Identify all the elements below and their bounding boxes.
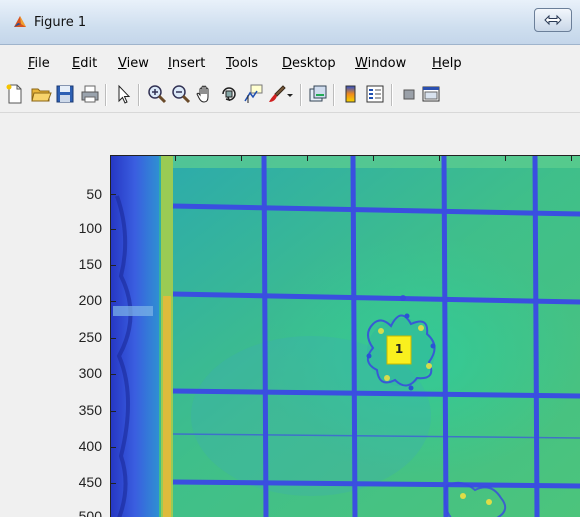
insert-colorbar-icon[interactable] xyxy=(340,83,362,105)
hide-plot-tools-icon[interactable] xyxy=(398,83,420,105)
menu-view[interactable]: View xyxy=(118,56,149,71)
y-tick xyxy=(110,194,116,195)
x-tick xyxy=(307,155,308,161)
open-file-icon[interactable] xyxy=(30,83,52,105)
figure-toolbar xyxy=(0,78,580,113)
menu-desktop-label: esktop xyxy=(292,56,336,71)
pseudocolor-image xyxy=(111,156,580,517)
y-tick xyxy=(110,265,116,266)
menu-desktop-mnemonic: D xyxy=(282,56,293,71)
y-tick-label: 150 xyxy=(78,256,102,272)
print-icon[interactable] xyxy=(79,83,101,105)
menu-window-label: indow xyxy=(367,56,407,71)
menu-file-mnemonic: F xyxy=(28,56,35,71)
image-axes[interactable]: 1 xyxy=(110,155,580,517)
menu-edit[interactable]: Edit xyxy=(72,56,97,71)
menu-view-mnemonic: V xyxy=(118,56,127,71)
y-tick-label: 300 xyxy=(78,365,102,381)
y-tick-label: 500 xyxy=(78,508,102,517)
menu-tools-mnemonic: T xyxy=(226,56,232,71)
y-tick-label: 250 xyxy=(78,329,102,345)
title-bar[interactable]: Figure 1 xyxy=(0,0,580,45)
x-tick xyxy=(439,155,440,161)
restore-icon xyxy=(544,14,562,26)
toolbar-separator xyxy=(391,84,393,106)
menu-help-label: elp xyxy=(441,56,462,71)
zoom-in-icon[interactable] xyxy=(146,83,168,105)
toolbar-separator xyxy=(300,84,302,106)
save-icon[interactable] xyxy=(54,83,76,105)
new-figure-icon[interactable] xyxy=(4,83,26,105)
y-tick-label: 50 xyxy=(86,186,102,202)
x-tick xyxy=(373,155,374,161)
menu-window-mnemonic: W xyxy=(355,56,368,71)
menu-desktop[interactable]: Desktop xyxy=(282,56,336,71)
edit-plot-icon[interactable] xyxy=(112,83,134,105)
insert-legend-icon[interactable] xyxy=(364,83,386,105)
show-plot-tools-icon[interactable] xyxy=(420,83,442,105)
y-tick xyxy=(110,411,116,412)
y-tick xyxy=(110,229,116,230)
menu-insert-label: nsert xyxy=(171,56,206,71)
menu-bar: File Edit View Insert Tools Desktop Wind… xyxy=(0,52,580,76)
rotate-3d-icon[interactable] xyxy=(218,83,240,105)
menu-insert-mnemonic: I xyxy=(168,56,172,71)
menu-file[interactable]: File xyxy=(28,56,50,71)
y-tick-label: 350 xyxy=(78,402,102,418)
toolbar-separator xyxy=(138,84,140,106)
y-tick xyxy=(110,374,116,375)
y-tick-label: 400 xyxy=(78,438,102,454)
matlab-icon xyxy=(12,14,28,30)
y-tick xyxy=(110,301,116,302)
x-tick xyxy=(175,155,176,161)
brush-icon[interactable] xyxy=(266,83,288,105)
menu-edit-mnemonic: E xyxy=(72,56,81,71)
link-plot-icon[interactable] xyxy=(307,83,329,105)
roi-marker[interactable] xyxy=(386,335,412,365)
brush-dropdown-icon[interactable] xyxy=(285,83,295,105)
y-tick xyxy=(110,338,116,339)
y-tick-label: 450 xyxy=(78,474,102,490)
toolbar-separator xyxy=(105,84,107,106)
x-tick xyxy=(571,155,572,161)
restore-button[interactable] xyxy=(534,8,572,32)
y-tick xyxy=(110,483,116,484)
window-title: Figure 1 xyxy=(34,15,87,30)
x-tick xyxy=(241,155,242,161)
y-tick-label: 100 xyxy=(78,220,102,236)
zoom-out-icon[interactable] xyxy=(170,83,192,105)
menu-insert[interactable]: Insert xyxy=(168,56,205,71)
toolbar-separator xyxy=(333,84,335,106)
menu-help[interactable]: Help xyxy=(432,56,462,71)
roi-marker-label: 1 xyxy=(394,342,404,356)
menu-tools-label: ools xyxy=(231,56,259,71)
menu-file-label: ile xyxy=(34,56,50,71)
y-tick xyxy=(110,447,116,448)
menu-help-mnemonic: H xyxy=(432,56,442,71)
pan-icon[interactable] xyxy=(194,83,216,105)
menu-edit-label: dit xyxy=(80,56,98,71)
data-cursor-icon[interactable] xyxy=(242,83,264,105)
menu-view-label: iew xyxy=(126,56,149,71)
menu-window[interactable]: Window xyxy=(355,56,406,71)
y-tick-label: 200 xyxy=(78,292,102,308)
x-tick xyxy=(505,155,506,161)
menu-tools[interactable]: Tools xyxy=(226,56,258,71)
